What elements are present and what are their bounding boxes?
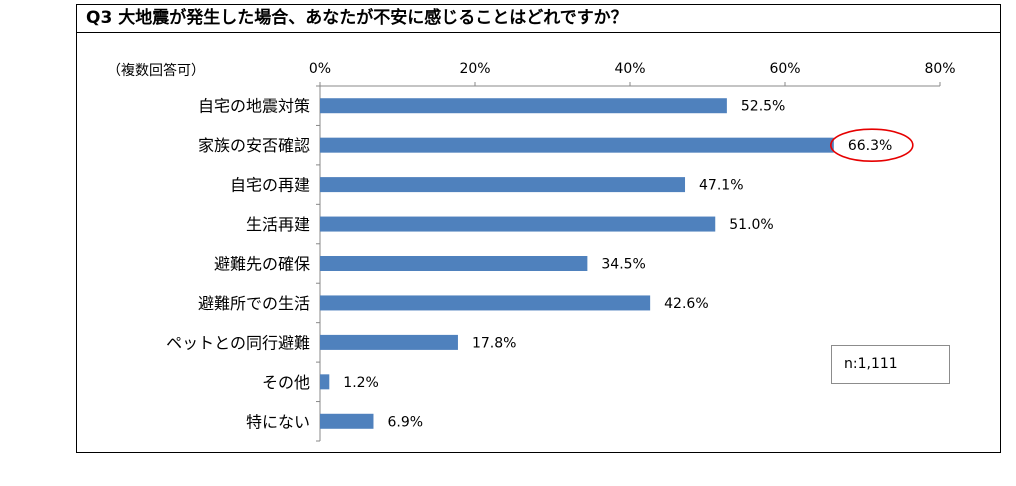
bar <box>320 177 686 193</box>
bars <box>320 98 834 429</box>
category-label: 自宅の地震対策 <box>198 97 310 116</box>
bar-value-label: 51.0% <box>729 217 773 233</box>
bar-value-label: 1.2% <box>343 375 379 391</box>
bar-value-label: 66.3% <box>848 138 892 154</box>
category-label: その他 <box>262 373 310 392</box>
value-labels: 52.5% 66.3% 47.1% 51.0% 34.5% 42.6% 17.8% 1.2% 6… <box>343 99 892 431</box>
bar-value-label: 6.9% <box>387 414 423 430</box>
x-tick-label: 0% <box>309 61 331 77</box>
highlight-ring <box>830 128 914 162</box>
bar-value-label: 34.5% <box>601 257 645 273</box>
category-label: 生活再建 <box>246 215 310 234</box>
category-label: 家族の安否確認 <box>198 136 310 155</box>
x-tick-label: 20% <box>459 61 490 77</box>
category-label: 避難所での生活 <box>198 294 310 313</box>
bar-value-label: 47.1% <box>699 178 743 194</box>
bar <box>320 137 834 153</box>
category-label: ペットとの同行避難 <box>166 333 310 352</box>
sample-size-box: n:1,111 <box>831 345 950 384</box>
x-tick-label: 60% <box>769 61 800 77</box>
bar-chart: （複数回答可） 0% 20% 40% 60% 80% 自宅の地震対策家族の安否確認自宅の… <box>107 61 956 442</box>
x-tick-label: 80% <box>924 61 955 77</box>
bar <box>320 334 458 350</box>
category-label: 避難先の確保 <box>214 255 310 274</box>
bar-value-label: 17.8% <box>472 335 516 351</box>
bar-value-label: 52.5% <box>741 99 785 115</box>
category-label: 特にない <box>246 412 310 431</box>
bar-value-label: 42.6% <box>664 296 708 312</box>
bar <box>320 295 651 311</box>
multiple-answers-note: （複数回答可） <box>107 62 205 79</box>
bar <box>320 374 330 390</box>
x-axis-ticks: 0% 20% 40% 60% 80% <box>309 61 956 77</box>
highlight-annotation <box>830 128 914 162</box>
bar <box>320 413 374 429</box>
category-label: 自宅の再建 <box>230 176 310 195</box>
bar <box>320 256 588 271</box>
x-tick-label: 40% <box>614 61 645 77</box>
chart-frame: Q3 大地震が発生した場合、あなたが不安に感じることはどれですか？ （複数回答可… <box>76 4 1001 453</box>
bar <box>320 216 716 232</box>
bar <box>320 98 727 114</box>
chart-title: Q3 大地震が発生した場合、あなたが不安に感じることはどれですか？ <box>77 5 1000 33</box>
category-labels: 自宅の地震対策家族の安否確認自宅の再建生活再建避難先の確保避難所での生活ペットと… <box>166 97 310 432</box>
